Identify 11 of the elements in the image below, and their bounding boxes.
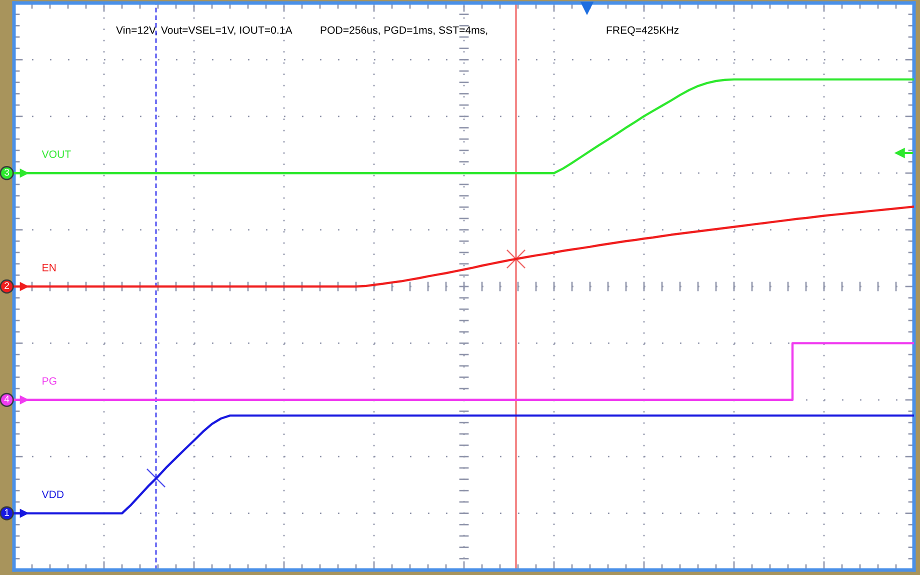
- annotation: 3: [4, 168, 10, 176]
- annotation: 4: [4, 396, 10, 402]
- series-label: EN: [42, 264, 56, 272]
- annotation: 2: [4, 282, 10, 290]
- text: FREQ=425KHz: [606, 26, 679, 36]
- text: Vin=12V, Vout=VSEL=1V, IOUT=0.1A: [116, 26, 292, 36]
- series-label: VDD: [42, 490, 64, 498]
- series-label: PG: [42, 377, 56, 385]
- annotation: 1: [4, 509, 10, 516]
- series-label: VOUT: [42, 150, 71, 158]
- text: POD=256us, PGD=1ms, SST=4ms,: [320, 26, 488, 36]
